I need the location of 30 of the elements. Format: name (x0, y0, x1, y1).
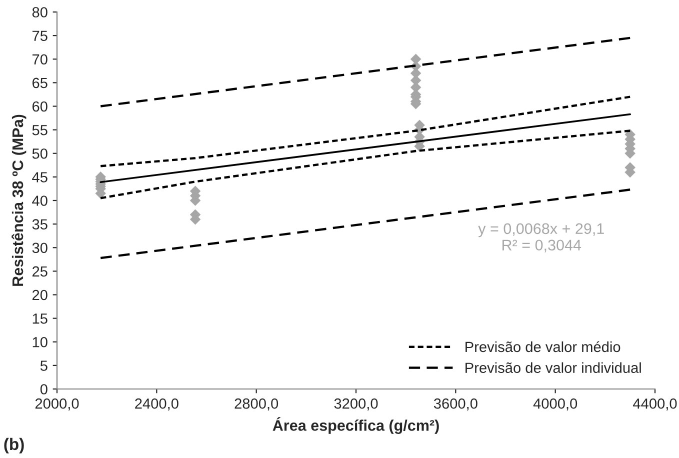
y-tick-label: 65 (32, 78, 48, 88)
y-tick-label: 45 (32, 172, 48, 182)
y-tick-label: 55 (32, 125, 48, 136)
x-tick-label: 3600,0 (434, 398, 478, 410)
y-tick-label: 15 (32, 314, 48, 324)
annotation: y = 0,0068x + 29,1 R² = 0,3044 (478, 223, 604, 252)
y-tick-label: 40 (32, 196, 48, 206)
y-tick-label: 75 (32, 30, 48, 41)
legend-label: Previsão de valor individual (466, 362, 641, 373)
x-tick-label: 2400,0 (135, 398, 178, 410)
y-tick-label: 35 (32, 219, 48, 230)
x-tick-label: 4000,0 (533, 398, 578, 410)
x-tick-label: 2800,0 (234, 398, 278, 410)
y-tick-label: 10 (32, 336, 48, 348)
x-tick-label: 2000,0 (35, 398, 79, 410)
y-axis-title: Resistência 38 ºC (MPa) (12, 114, 26, 286)
x-tick-label: 3200,0 (334, 398, 378, 410)
text: (b) (4, 438, 24, 454)
y-tick-label: 20 (32, 290, 48, 300)
x-tick-label: 4400,0 (633, 398, 677, 410)
y-tick-label: 30 (32, 242, 48, 254)
y-tick-label: 25 (32, 266, 48, 277)
y-tick-label: 80 (32, 7, 48, 18)
x-axis-title: Área específica (g/cm²) (272, 417, 439, 434)
legend-label: Previsão de valor médio (466, 341, 620, 352)
y-tick-label: 70 (32, 54, 48, 65)
y-tick-label: 60 (32, 101, 48, 112)
y-tick-label: 50 (32, 148, 48, 159)
y-tick-label: 5 (40, 360, 48, 371)
y-tick-label: 0 (40, 384, 48, 394)
